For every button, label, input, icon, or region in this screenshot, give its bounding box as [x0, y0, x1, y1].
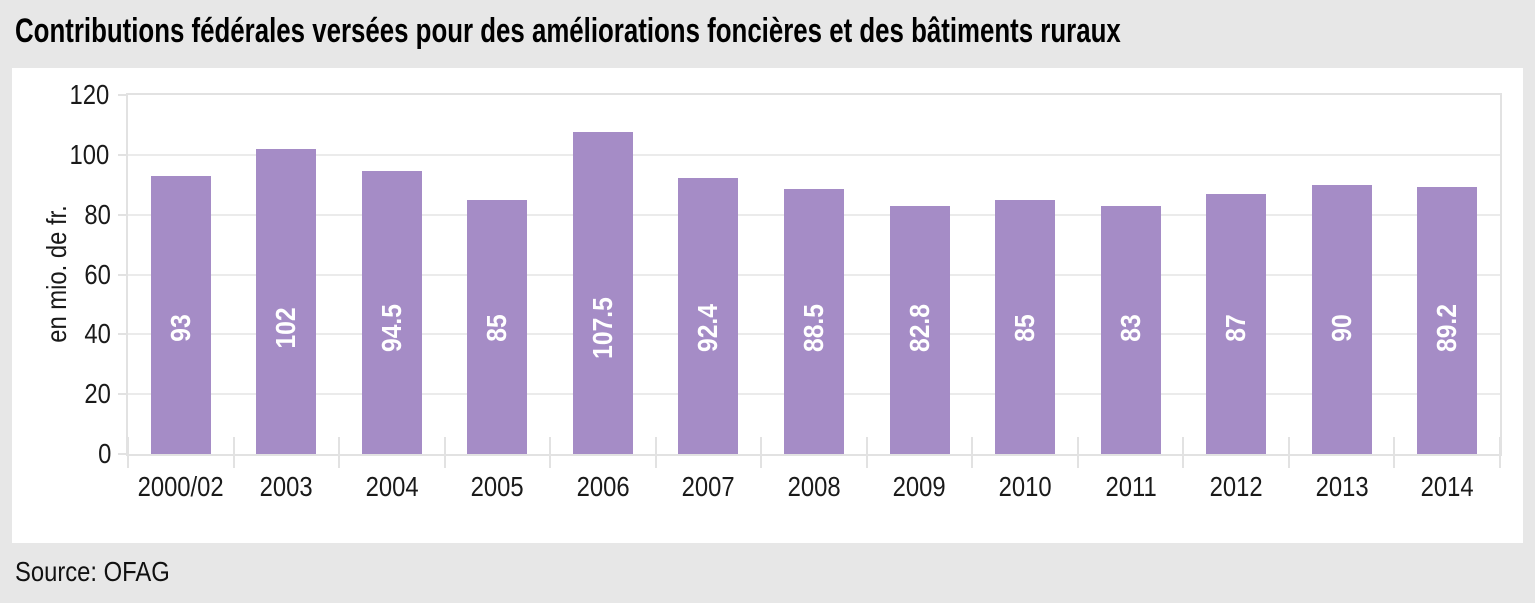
bar-2006 [572, 132, 633, 454]
bar-2010 [995, 199, 1056, 454]
y-tick-label-40: 40 [84, 318, 111, 350]
x-category-label: 2011 [1105, 471, 1157, 502]
x-axis-tick [443, 437, 446, 468]
x-category-label: 2000/02 [137, 471, 224, 502]
bar-value-label: 90 [1325, 314, 1357, 343]
bar-value-label: 88.5 [798, 304, 829, 353]
bar-2007 [678, 177, 739, 454]
x-axis-tick [1182, 437, 1185, 468]
x-axis-tick [1393, 437, 1396, 468]
y-axis-tick-80 [118, 213, 126, 216]
y-axis-tick-20 [118, 393, 126, 396]
y-tick-label-60: 60 [84, 258, 111, 290]
bar-2014 [1417, 187, 1478, 454]
x-category-label: 2007 [681, 471, 735, 502]
bar-value-label: 82.8 [903, 304, 935, 353]
x-category-label: 2010 [998, 471, 1052, 502]
x-axis-tick [549, 437, 552, 468]
x-category-label: 2014 [1420, 471, 1474, 502]
bar-value-label: 94.5 [375, 304, 407, 353]
bar-value-label: 93 [164, 314, 196, 343]
x-axis-tick [1499, 437, 1501, 468]
bar-value-label: 102 [270, 307, 302, 349]
plot-area: 93 102 94.5 85 107.5 92.4 88.5 82.8 85 83 87 90 89.2 [118, 93, 1502, 468]
x-axis-tick [865, 437, 868, 468]
plot-border-left [126, 93, 128, 456]
y-tick-label-100: 100 [69, 138, 110, 170]
gridline-100 [128, 153, 1500, 156]
x-axis-tick [1076, 437, 1079, 468]
y-tick-label-120: 120 [69, 79, 110, 110]
x-category-label: 2009 [893, 471, 946, 502]
bar-2008 [784, 189, 844, 454]
x-axis-tick [760, 437, 763, 468]
bar-2005 [467, 199, 528, 454]
bar-value-label: 92.4 [692, 304, 724, 353]
x-category-label: 2006 [576, 471, 630, 502]
bar-2013 [1311, 184, 1372, 454]
bar-value-label: 85 [481, 314, 513, 343]
x-category-label: 2012 [1209, 471, 1263, 502]
chart-title-text: Contributions fédérales versées pour des… [15, 12, 1121, 50]
chart-panel: en mio. de fr. 93 102 94.5 85 107.5 92.4 88.5 8… [12, 68, 1523, 543]
y-tick-label-20: 20 [84, 378, 111, 410]
y-tick-label-0: 0 [98, 438, 112, 469]
plot-border-right [1500, 93, 1502, 456]
bar-value-label: 85 [1009, 314, 1041, 343]
bar-2012 [1206, 193, 1267, 454]
x-axis-tick [232, 437, 235, 468]
x-axis-tick [971, 437, 974, 468]
y-axis-tick-60 [118, 273, 126, 276]
chart-title: Contributions fédérales versées pour des… [15, 12, 1535, 51]
y-axis-tick-40 [118, 333, 126, 336]
y-tick-label-80: 80 [84, 198, 111, 230]
plot-border-bottom [126, 454, 1502, 456]
plot-border-top [126, 93, 1502, 95]
x-category-label: 2005 [470, 471, 524, 502]
y-axis-tick-120 [118, 94, 126, 96]
bar-2011 [1100, 205, 1161, 454]
bar-value-label: 87 [1220, 314, 1252, 343]
bar-2003 [256, 148, 317, 454]
x-category-label: 2003 [259, 471, 313, 502]
bar-value-label: 83 [1114, 314, 1146, 343]
x-axis-tick [338, 437, 341, 468]
bar-value-label: 107.5 [586, 297, 618, 360]
bar-value-label: 89.2 [1431, 304, 1463, 353]
bar-2004 [361, 171, 422, 454]
x-category-label: 2013 [1315, 471, 1369, 502]
y-axis-tick-100 [118, 153, 126, 156]
x-axis-tick [127, 437, 129, 468]
x-category-label: 2008 [787, 471, 841, 502]
x-category-label: 2004 [365, 471, 419, 502]
source-text: Source: OFAG [15, 556, 170, 587]
bar-2009 [889, 206, 950, 454]
x-axis-tick [654, 437, 657, 468]
x-axis-tick [1287, 437, 1290, 468]
bar-2000/02 [150, 175, 211, 454]
y-axis-tick-0 [118, 453, 126, 455]
